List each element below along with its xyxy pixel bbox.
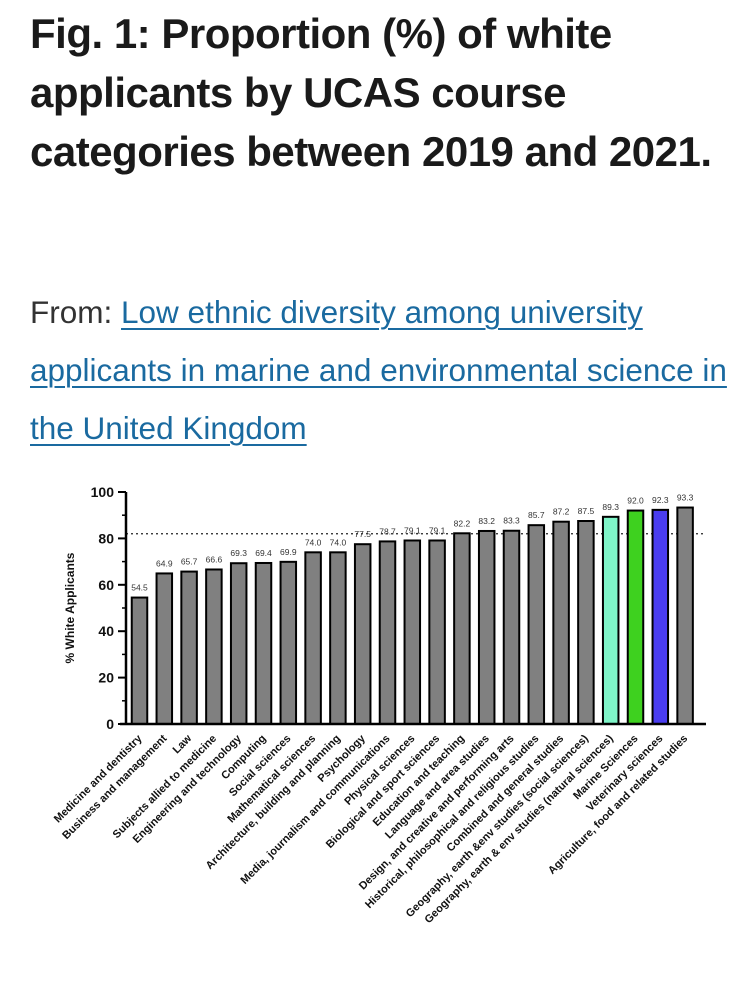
bar [502, 529, 521, 725]
source-prefix: From: [30, 294, 113, 330]
value-label: 87.5 [578, 506, 595, 516]
value-label: 77.5 [354, 529, 371, 539]
bar [527, 524, 546, 726]
source-citation: From: Low ethnic diversity among univers… [30, 283, 730, 457]
value-label: 64.9 [156, 558, 173, 568]
value-label: 79.1 [429, 525, 446, 535]
bar [601, 515, 620, 725]
bar [403, 539, 422, 725]
y-axis-title: % White Applicants [63, 552, 77, 663]
y-tick-label: 0 [106, 716, 114, 732]
value-label: 69.4 [255, 548, 272, 558]
value-label: 69.3 [230, 548, 247, 558]
bar [229, 562, 248, 725]
y-tick-label: 60 [98, 577, 114, 593]
value-label: 74.0 [330, 537, 347, 547]
source-article-link[interactable]: Low ethnic diversity among university ap… [30, 294, 727, 446]
value-label: 66.6 [206, 554, 223, 564]
value-label: 83.3 [503, 516, 520, 526]
value-label: 92.0 [627, 496, 644, 506]
bar [453, 532, 471, 725]
value-label: 74.0 [305, 537, 322, 547]
y-tick-label: 100 [91, 484, 115, 500]
bar [130, 596, 149, 725]
value-label: 85.7 [528, 510, 545, 520]
y-tick-label: 40 [98, 623, 114, 639]
bar [477, 529, 496, 726]
value-label: 54.5 [131, 583, 148, 593]
value-label: 83.2 [478, 516, 495, 526]
bar [552, 520, 570, 725]
value-label: 89.3 [602, 502, 619, 512]
bar [155, 572, 174, 725]
value-label: 69.9 [280, 547, 297, 557]
bar [626, 509, 645, 726]
bar [304, 551, 322, 725]
bar [180, 570, 198, 725]
y-tick-label: 80 [98, 530, 114, 546]
value-label: 65.7 [181, 557, 198, 567]
value-label: 93.3 [677, 493, 694, 503]
bar [651, 508, 670, 725]
value-label: 87.2 [553, 507, 570, 517]
value-label: 82.2 [454, 518, 471, 528]
value-label: 78.7 [379, 526, 396, 536]
bar [329, 551, 347, 725]
bar [353, 543, 372, 725]
y-tick-label: 20 [98, 670, 114, 686]
bar [279, 560, 298, 725]
bar [254, 561, 273, 725]
bar [378, 540, 397, 725]
value-label: 79.1 [404, 525, 421, 535]
bar [428, 539, 446, 725]
figure-title: Fig. 1: Proportion (%) of white applican… [30, 10, 712, 175]
bar [676, 506, 694, 725]
bar [205, 568, 223, 725]
value-label: 92.3 [652, 495, 669, 505]
bar [577, 520, 595, 725]
